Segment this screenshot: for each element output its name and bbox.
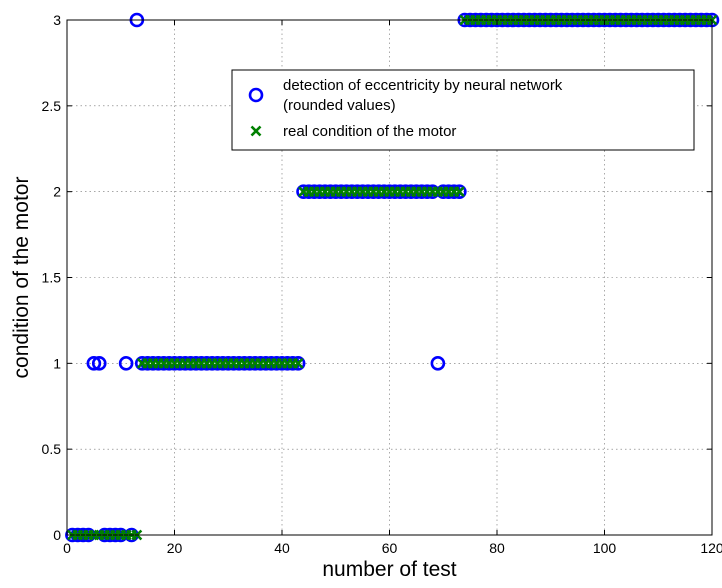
- real-condition-point: [453, 186, 465, 198]
- axis-tick-labels: 0 20 40 60 80 100 120 0 0.5 1 1.5 2 2.5 3: [42, 12, 722, 556]
- y-tick-label: 0: [53, 527, 61, 543]
- x-tick-label: 0: [63, 540, 71, 556]
- legend-entry-1: detection of eccentricity by neural netw…: [248, 77, 563, 114]
- legend-marker: [250, 125, 262, 137]
- y-tick-label: 0.5: [42, 441, 62, 457]
- x-tick-label: 100: [593, 540, 617, 556]
- legend-box: [231, 69, 695, 151]
- x-tick-label: 80: [489, 540, 505, 556]
- y-axis-label: condition of the motor: [10, 177, 33, 379]
- legend-label: real condition of the motor: [283, 123, 456, 140]
- data-marks: [65, 12, 720, 543]
- x-tick-label: 60: [382, 540, 398, 556]
- legend-entries: detection of eccentricity by neural netw…: [248, 77, 563, 140]
- axis-ticks: [66, 19, 713, 536]
- real-condition-point: [292, 357, 304, 369]
- y-tick-label: 2: [53, 184, 61, 200]
- y-tick-label: 3: [53, 12, 61, 28]
- y-tick-label: 1.5: [42, 270, 62, 286]
- legend-label: detection of eccentricity by neural netw…: [283, 77, 563, 94]
- series-2: [66, 14, 718, 541]
- y-tick-label: 1: [53, 355, 61, 371]
- detection-point: [118, 356, 134, 371]
- x-tick-label: 120: [700, 540, 722, 556]
- legend-marker: [248, 87, 264, 103]
- x-axis-label: number of test: [322, 558, 456, 581]
- legend: detection of eccentricity by neural netw…: [231, 69, 695, 151]
- legend-entry-2: real condition of the motor: [250, 123, 456, 140]
- detection-point: [86, 356, 102, 371]
- legend-label: (rounded values): [283, 97, 396, 114]
- x-tick-label: 20: [167, 540, 183, 556]
- detection-point: [91, 356, 107, 371]
- y-tick-label: 2.5: [42, 98, 62, 114]
- detection-point: [430, 356, 446, 371]
- x-tick-label: 40: [274, 540, 290, 556]
